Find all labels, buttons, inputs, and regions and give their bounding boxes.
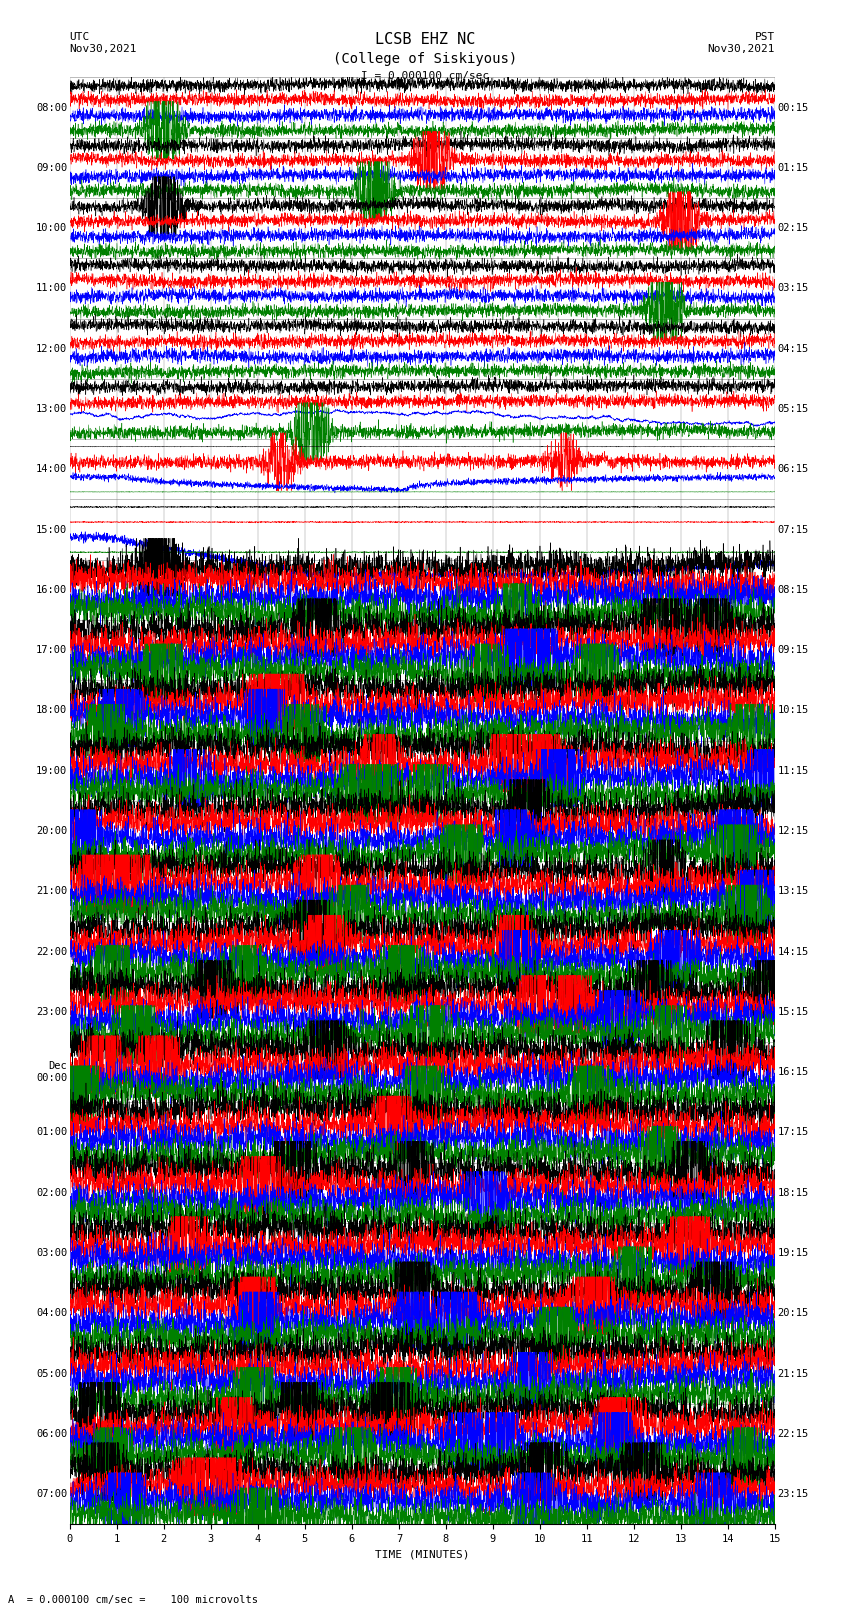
Text: 23:00: 23:00 — [36, 1007, 67, 1016]
Text: 19:00: 19:00 — [36, 766, 67, 776]
Text: 11:15: 11:15 — [778, 766, 809, 776]
Text: 22:15: 22:15 — [778, 1429, 809, 1439]
Text: 05:00: 05:00 — [36, 1368, 67, 1379]
Text: 13:15: 13:15 — [778, 886, 809, 897]
Text: 04:15: 04:15 — [778, 344, 809, 353]
Text: 16:15: 16:15 — [778, 1068, 809, 1077]
Text: 23:15: 23:15 — [778, 1489, 809, 1498]
Text: 03:00: 03:00 — [36, 1248, 67, 1258]
Text: 11:00: 11:00 — [36, 284, 67, 294]
Text: 20:00: 20:00 — [36, 826, 67, 836]
Text: Dec
00:00: Dec 00:00 — [36, 1061, 67, 1082]
Text: 08:00: 08:00 — [36, 103, 67, 113]
Text: 00:15: 00:15 — [778, 103, 809, 113]
Text: (College of Siskiyous): (College of Siskiyous) — [333, 52, 517, 66]
Text: 13:00: 13:00 — [36, 403, 67, 415]
Text: 01:15: 01:15 — [778, 163, 809, 173]
Text: 06:00: 06:00 — [36, 1429, 67, 1439]
Text: I = 0.000100 cm/sec: I = 0.000100 cm/sec — [361, 71, 489, 81]
Text: 03:15: 03:15 — [778, 284, 809, 294]
Text: 18:15: 18:15 — [778, 1187, 809, 1198]
Text: 22:00: 22:00 — [36, 947, 67, 957]
X-axis label: TIME (MINUTES): TIME (MINUTES) — [375, 1550, 470, 1560]
Text: 14:15: 14:15 — [778, 947, 809, 957]
Text: 12:15: 12:15 — [778, 826, 809, 836]
Text: 17:00: 17:00 — [36, 645, 67, 655]
Text: 06:15: 06:15 — [778, 465, 809, 474]
Text: 15:15: 15:15 — [778, 1007, 809, 1016]
Text: 15:00: 15:00 — [36, 524, 67, 534]
Text: PST
Nov30,2021: PST Nov30,2021 — [708, 32, 775, 53]
Text: 10:15: 10:15 — [778, 705, 809, 716]
Text: 17:15: 17:15 — [778, 1127, 809, 1137]
Text: 09:15: 09:15 — [778, 645, 809, 655]
Text: 18:00: 18:00 — [36, 705, 67, 716]
Text: 09:00: 09:00 — [36, 163, 67, 173]
Text: 19:15: 19:15 — [778, 1248, 809, 1258]
Text: 16:00: 16:00 — [36, 586, 67, 595]
Text: 07:15: 07:15 — [778, 524, 809, 534]
Text: 04:00: 04:00 — [36, 1308, 67, 1318]
Text: 14:00: 14:00 — [36, 465, 67, 474]
Text: 21:15: 21:15 — [778, 1368, 809, 1379]
Text: LCSB EHZ NC: LCSB EHZ NC — [375, 32, 475, 47]
Text: UTC
Nov30,2021: UTC Nov30,2021 — [70, 32, 137, 53]
Text: 20:15: 20:15 — [778, 1308, 809, 1318]
Text: 02:00: 02:00 — [36, 1187, 67, 1198]
Text: 01:00: 01:00 — [36, 1127, 67, 1137]
Text: 12:00: 12:00 — [36, 344, 67, 353]
Text: 05:15: 05:15 — [778, 403, 809, 415]
Text: 08:15: 08:15 — [778, 586, 809, 595]
Text: A  = 0.000100 cm/sec =    100 microvolts: A = 0.000100 cm/sec = 100 microvolts — [8, 1595, 258, 1605]
Text: 07:00: 07:00 — [36, 1489, 67, 1498]
Text: 02:15: 02:15 — [778, 223, 809, 234]
Text: 10:00: 10:00 — [36, 223, 67, 234]
Text: 21:00: 21:00 — [36, 886, 67, 897]
